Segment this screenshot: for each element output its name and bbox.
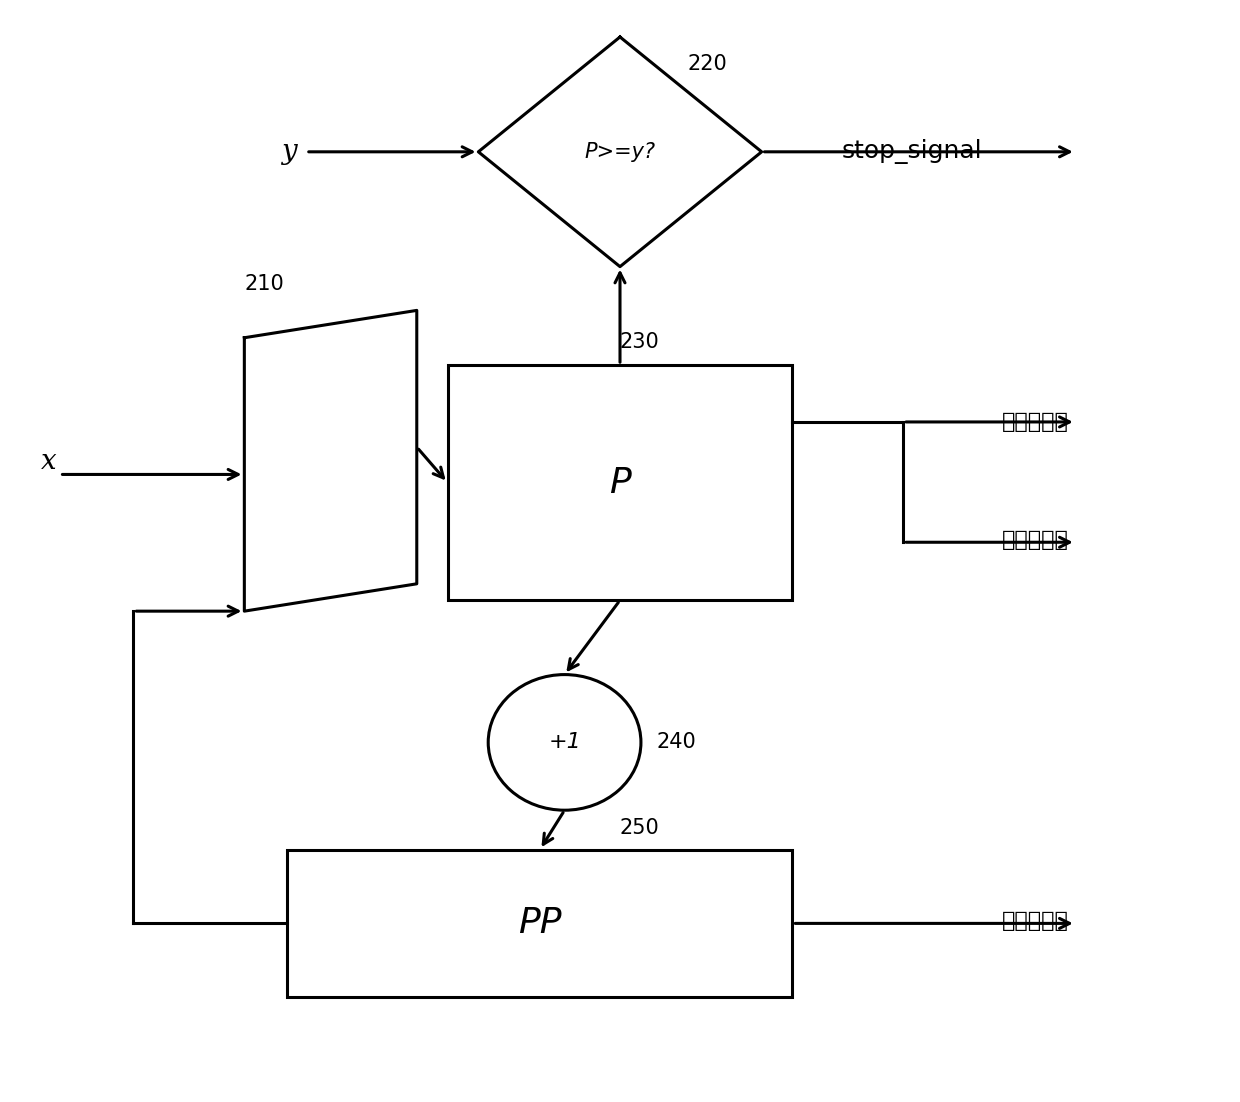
Text: 210: 210 <box>244 274 284 294</box>
Bar <box>288 850 792 997</box>
Text: stop_signal: stop_signal <box>842 139 982 164</box>
Text: 至第三位址: 至第三位址 <box>1002 530 1069 550</box>
Text: +1: +1 <box>548 733 582 753</box>
Text: 至第二位址: 至第二位址 <box>1002 910 1069 931</box>
Text: x: x <box>41 447 57 475</box>
Text: 230: 230 <box>620 332 660 352</box>
Text: P: P <box>609 466 631 499</box>
Text: y: y <box>281 139 296 165</box>
Text: P>=y?: P>=y? <box>584 142 656 162</box>
Text: 220: 220 <box>688 54 728 74</box>
Text: 240: 240 <box>657 733 697 753</box>
Text: 至第一位址: 至第一位址 <box>1002 412 1069 432</box>
Text: PP: PP <box>518 906 562 940</box>
Text: 250: 250 <box>620 818 660 838</box>
Bar <box>448 365 792 601</box>
